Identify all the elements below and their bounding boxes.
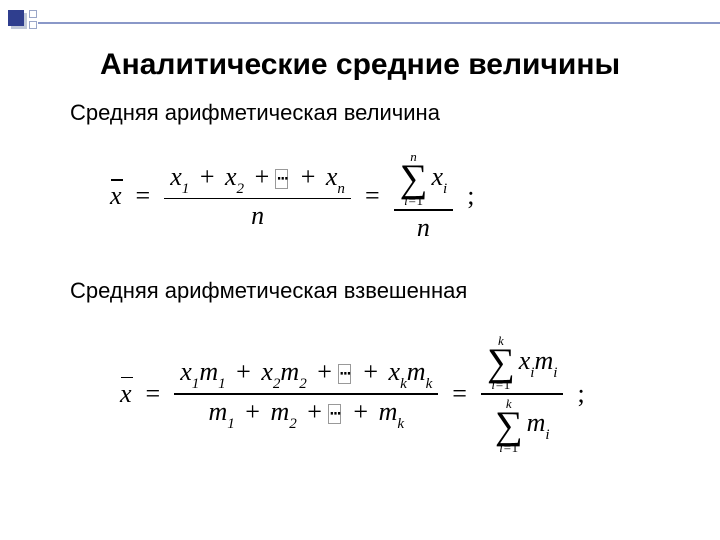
formula-weighted-mean: x = x1m1 + x2m2 +⋯ + xkmk m1 + m2 +⋯ + m… [120,332,585,456]
decor-squares [8,10,37,29]
decor-square-big [8,10,24,26]
symbol-xbar: x [110,181,122,211]
symbol-xbar: x [120,379,132,409]
decor-rule [38,22,720,24]
subhead-arithmetic-mean: Средняя арифметическая величина [70,100,440,126]
formula-terminator: ; [467,181,474,211]
decor-square-small [29,10,37,18]
page-title: Аналитические средние величины [0,48,720,82]
formula-arithmetic-mean: x = x1 + x2 +⋯ + xn n = n ∑ i=1 xi n ; [110,148,474,245]
decor-square-small [29,21,37,29]
formula-terminator: ; [577,379,584,409]
subhead-weighted-mean: Средняя арифметическая взвешенная [70,278,467,304]
